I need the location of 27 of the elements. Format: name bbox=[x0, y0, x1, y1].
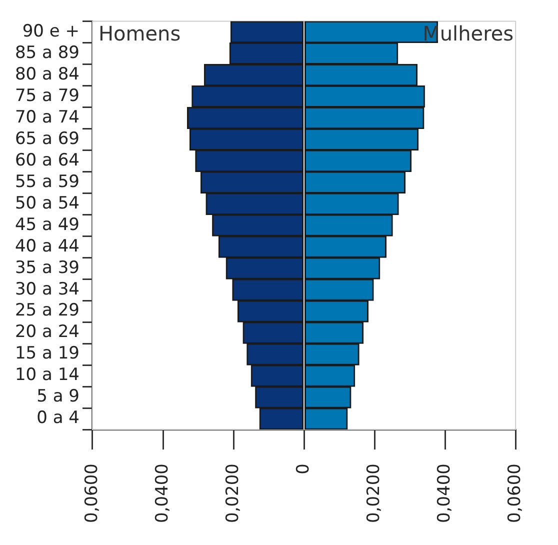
y-tick-label: 65 a 69 bbox=[14, 128, 80, 149]
y-tick-label: 45 a 49 bbox=[14, 214, 80, 235]
y-tick-label: 35 a 39 bbox=[14, 258, 80, 278]
y-tick-label: 60 a 64 bbox=[14, 150, 80, 170]
y-tick-label: 50 a 54 bbox=[14, 193, 80, 214]
y-tick-label: 25 a 29 bbox=[14, 300, 80, 321]
y-tick-label: 10 a 14 bbox=[14, 365, 80, 386]
x-tick-label: 0,0600 bbox=[82, 464, 102, 523]
x-tick-label: 0,0400 bbox=[152, 464, 172, 523]
y-tick-label: 5 a 9 bbox=[36, 386, 80, 407]
y-tick-label: 30 a 34 bbox=[14, 279, 80, 300]
y-tick-label: 70 a 74 bbox=[14, 107, 80, 128]
series-label: Homens bbox=[98, 21, 181, 46]
y-tick-label: 75 a 79 bbox=[14, 86, 80, 106]
y-tick-label: 90 e + bbox=[22, 21, 80, 42]
y-tick-label: 15 a 19 bbox=[14, 344, 80, 364]
y-tick-label: 40 a 44 bbox=[14, 236, 80, 256]
x-tick-label: 0,0400 bbox=[434, 464, 455, 523]
y-tick-label: 80 a 84 bbox=[14, 64, 80, 84]
y-tick-label: 85 a 89 bbox=[14, 42, 80, 63]
x-tick-label: 0 bbox=[293, 464, 314, 474]
y-tick-label: 0 a 4 bbox=[36, 408, 80, 428]
x-tick-label: 0,0200 bbox=[364, 464, 384, 523]
y-tick-label: 55 a 59 bbox=[14, 172, 80, 192]
y-tick-label: 20 a 24 bbox=[14, 322, 80, 342]
x-tick-label: 0,0600 bbox=[505, 464, 526, 523]
x-tick-label: 0,0200 bbox=[222, 464, 243, 523]
